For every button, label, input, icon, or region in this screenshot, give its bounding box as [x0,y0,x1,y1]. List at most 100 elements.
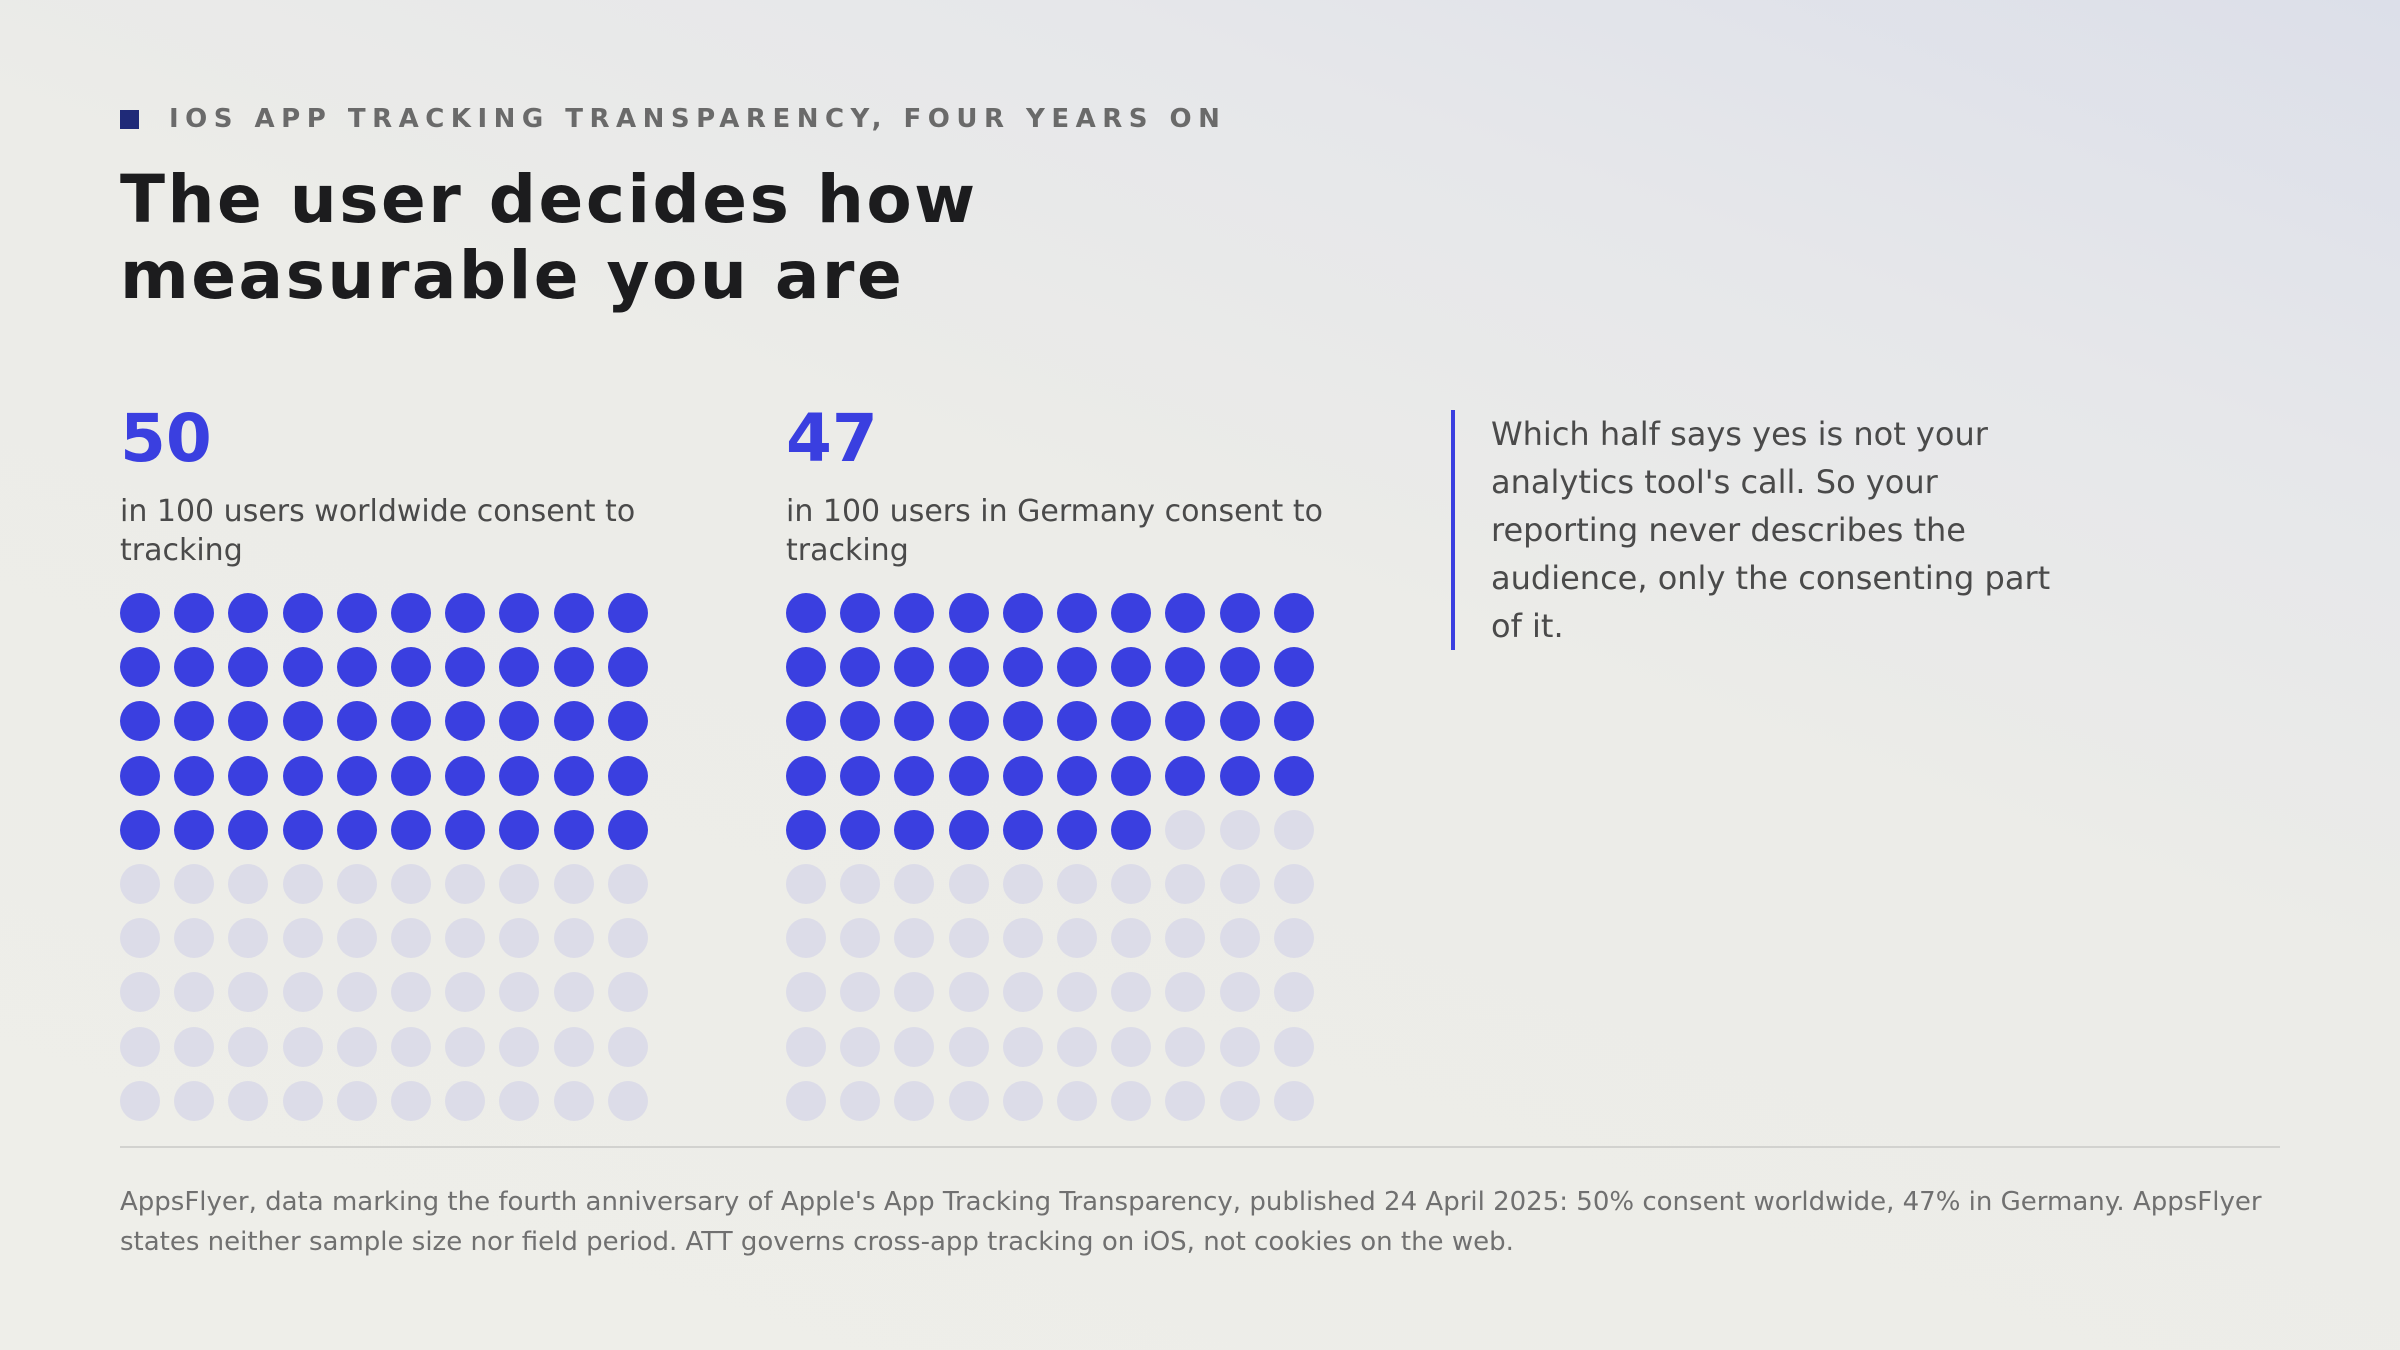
no-consent-dot [174,1080,215,1121]
consent-dot [445,755,486,796]
consent-dot [786,755,826,796]
no-consent-dot [282,1080,323,1121]
title-line-1: The user decides how [120,161,978,238]
consent-dot [1219,647,1260,688]
consent-dot [120,647,160,688]
consent-dot [1057,809,1097,850]
no-consent-dot [1057,1080,1097,1121]
consent-dot [1165,755,1206,796]
consent-dot [607,755,648,796]
consent-dot [786,593,826,633]
no-consent-dot [445,864,486,904]
no-consent-dot [336,972,377,1013]
consent-dot [1219,755,1260,796]
consent-dot [948,755,989,796]
no-consent-dot [1002,972,1043,1013]
no-consent-dot [948,864,989,904]
no-consent-dot [282,972,323,1013]
no-consent-dot [840,918,881,959]
no-consent-dot [1273,1080,1314,1121]
callout-quote: Which half says yes is not your analytic… [1451,410,2091,650]
consent-dot [948,647,989,688]
consent-dot [786,701,826,742]
consent-dot [1057,755,1097,796]
worldwide-panel: 50 in 100 users worldwide consent to tra… [120,400,680,1121]
no-consent-dot [228,1080,269,1121]
no-consent-dot [1165,918,1206,959]
no-consent-dot [336,1080,377,1121]
no-consent-dot [1111,918,1152,959]
consent-dot [499,701,540,742]
consent-dot [1273,755,1314,796]
no-consent-dot [120,1026,160,1067]
no-consent-dot [120,864,160,904]
consent-dot [174,647,215,688]
no-consent-dot [499,918,540,959]
no-consent-dot [1219,1080,1260,1121]
no-consent-dot [948,972,989,1013]
no-consent-dot [391,972,431,1013]
no-consent-dot [499,1080,540,1121]
consent-dot [1111,701,1152,742]
no-consent-dot [840,1026,881,1067]
no-consent-dot [336,918,377,959]
no-consent-dot [174,972,215,1013]
no-consent-dot [1111,972,1152,1013]
no-consent-dot [1002,1080,1043,1121]
no-consent-dot [607,972,648,1013]
consent-dot [840,593,881,633]
consent-dot [948,593,989,633]
no-consent-dot [1273,972,1314,1013]
consent-dot [1002,593,1043,633]
no-consent-dot [1219,972,1260,1013]
no-consent-dot [391,918,431,959]
no-consent-dot [1165,1026,1206,1067]
consent-dot [282,647,323,688]
germany-waffle-chart [786,593,1316,1123]
germany-value: 47 [786,400,878,477]
no-consent-dot [1057,918,1097,959]
no-consent-dot [391,1080,431,1121]
consent-dot [1111,809,1152,850]
no-consent-dot [553,1080,594,1121]
consent-dot [1273,647,1314,688]
consent-dot [120,755,160,796]
consent-dot [1111,593,1152,633]
no-consent-dot [1273,1026,1314,1067]
no-consent-dot [174,918,215,959]
consent-dot [391,701,431,742]
consent-dot [282,809,323,850]
consent-dot [840,809,881,850]
consent-dot [174,809,215,850]
no-consent-dot [1273,918,1314,959]
consent-dot [1002,755,1043,796]
no-consent-dot [553,918,594,959]
no-consent-dot [445,972,486,1013]
consent-dot [894,755,935,796]
consent-dot [1002,809,1043,850]
no-consent-dot [1273,809,1314,850]
no-consent-dot [840,864,881,904]
consent-dot [786,647,826,688]
no-consent-dot [553,1026,594,1067]
consent-dot [499,647,540,688]
consent-dot [1057,593,1097,633]
no-consent-dot [1002,1026,1043,1067]
no-consent-dot [786,972,826,1013]
consent-dot [553,755,594,796]
consent-dot [445,701,486,742]
consent-dot [391,809,431,850]
consent-dot [607,593,648,633]
consent-dot [786,809,826,850]
no-consent-dot [1057,972,1097,1013]
consent-dot [1002,701,1043,742]
no-consent-dot [228,864,269,904]
consent-dot [948,701,989,742]
no-consent-dot [499,1026,540,1067]
no-consent-dot [1219,864,1260,904]
consent-dot [336,647,377,688]
consent-dot [894,647,935,688]
consent-dot [553,647,594,688]
no-consent-dot [607,1026,648,1067]
no-consent-dot [948,1080,989,1121]
